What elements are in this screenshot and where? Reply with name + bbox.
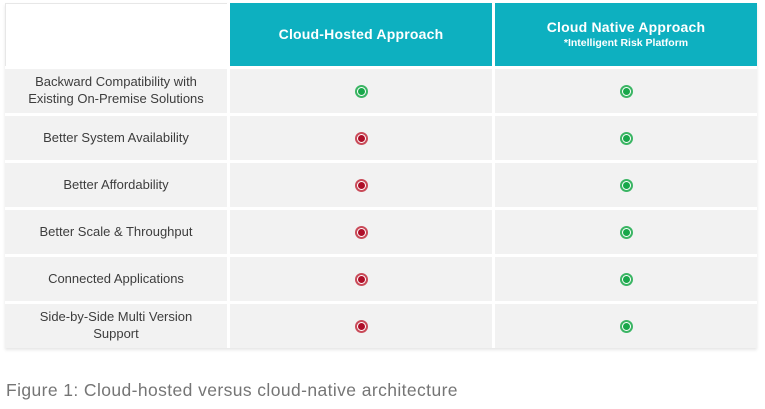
table-body: Backward Compatibility with Existing On-… xyxy=(5,69,757,348)
status-icon-green xyxy=(354,84,368,98)
row-label: Better Scale & Throughput xyxy=(39,223,193,239)
header-cloud-native-subtitle: *Intelligent Risk Platform xyxy=(563,37,689,50)
table-row: Better System Availability xyxy=(5,116,757,160)
row-label-cell: Better Affordability xyxy=(5,163,227,207)
status-icon-red xyxy=(354,272,368,286)
cloud-native-cell xyxy=(495,163,757,207)
status-icon-red xyxy=(354,178,368,192)
cloud-hosted-cell xyxy=(230,163,492,207)
cloud-hosted-cell xyxy=(230,257,492,301)
header-cloud-native-label: Cloud Native Approach xyxy=(546,18,706,35)
cloud-native-cell xyxy=(495,210,757,254)
cloud-hosted-cell xyxy=(230,210,492,254)
table-row: Connected Applications xyxy=(5,257,757,301)
table-row: Side-by-Side Multi Version Support xyxy=(5,304,757,348)
row-label-cell: Connected Applications xyxy=(5,257,227,301)
cloud-native-cell xyxy=(495,257,757,301)
status-icon-red xyxy=(354,319,368,333)
cloud-hosted-cell xyxy=(230,116,492,160)
status-icon-green xyxy=(619,225,633,239)
cloud-native-cell xyxy=(495,69,757,113)
row-label: Better Affordability xyxy=(63,176,169,192)
header-cloud-hosted: Cloud-Hosted Approach xyxy=(230,3,492,66)
figure-caption: Figure 1: Cloud-hosted versus cloud-nati… xyxy=(6,380,458,400)
row-label: Side-by-Side Multi Version Support xyxy=(39,309,193,341)
row-label: Backward Compatibility with Existing On-… xyxy=(28,74,204,106)
status-icon-green xyxy=(619,319,633,333)
cloud-native-cell xyxy=(495,304,757,348)
cloud-native-cell xyxy=(495,116,757,160)
table-row: Backward Compatibility with Existing On-… xyxy=(5,69,757,113)
header-cloud-native: Cloud Native Approach *Intelligent Risk … xyxy=(495,3,757,66)
status-icon-red xyxy=(354,225,368,239)
status-icon-green xyxy=(619,272,633,286)
cloud-hosted-cell xyxy=(230,304,492,348)
header-cloud-hosted-label: Cloud-Hosted Approach xyxy=(278,25,444,42)
row-label: Better System Availability xyxy=(43,129,189,145)
table-header-row: Cloud-Hosted Approach Cloud Native Appro… xyxy=(5,3,757,66)
header-corner-cell xyxy=(5,3,227,66)
status-icon-green xyxy=(619,84,633,98)
status-icon-green xyxy=(619,178,633,192)
row-label: Connected Applications xyxy=(48,270,184,286)
table-row: Better Affordability xyxy=(5,163,757,207)
row-label-cell: Better Scale & Throughput xyxy=(5,210,227,254)
comparison-table: Cloud-Hosted Approach Cloud Native Appro… xyxy=(5,3,757,348)
table-row: Better Scale & Throughput xyxy=(5,210,757,254)
row-label-cell: Side-by-Side Multi Version Support xyxy=(5,304,227,348)
status-icon-green xyxy=(619,131,633,145)
row-label-cell: Better System Availability xyxy=(5,116,227,160)
cloud-hosted-cell xyxy=(230,69,492,113)
status-icon-red xyxy=(354,131,368,145)
row-label-cell: Backward Compatibility with Existing On-… xyxy=(5,69,227,113)
